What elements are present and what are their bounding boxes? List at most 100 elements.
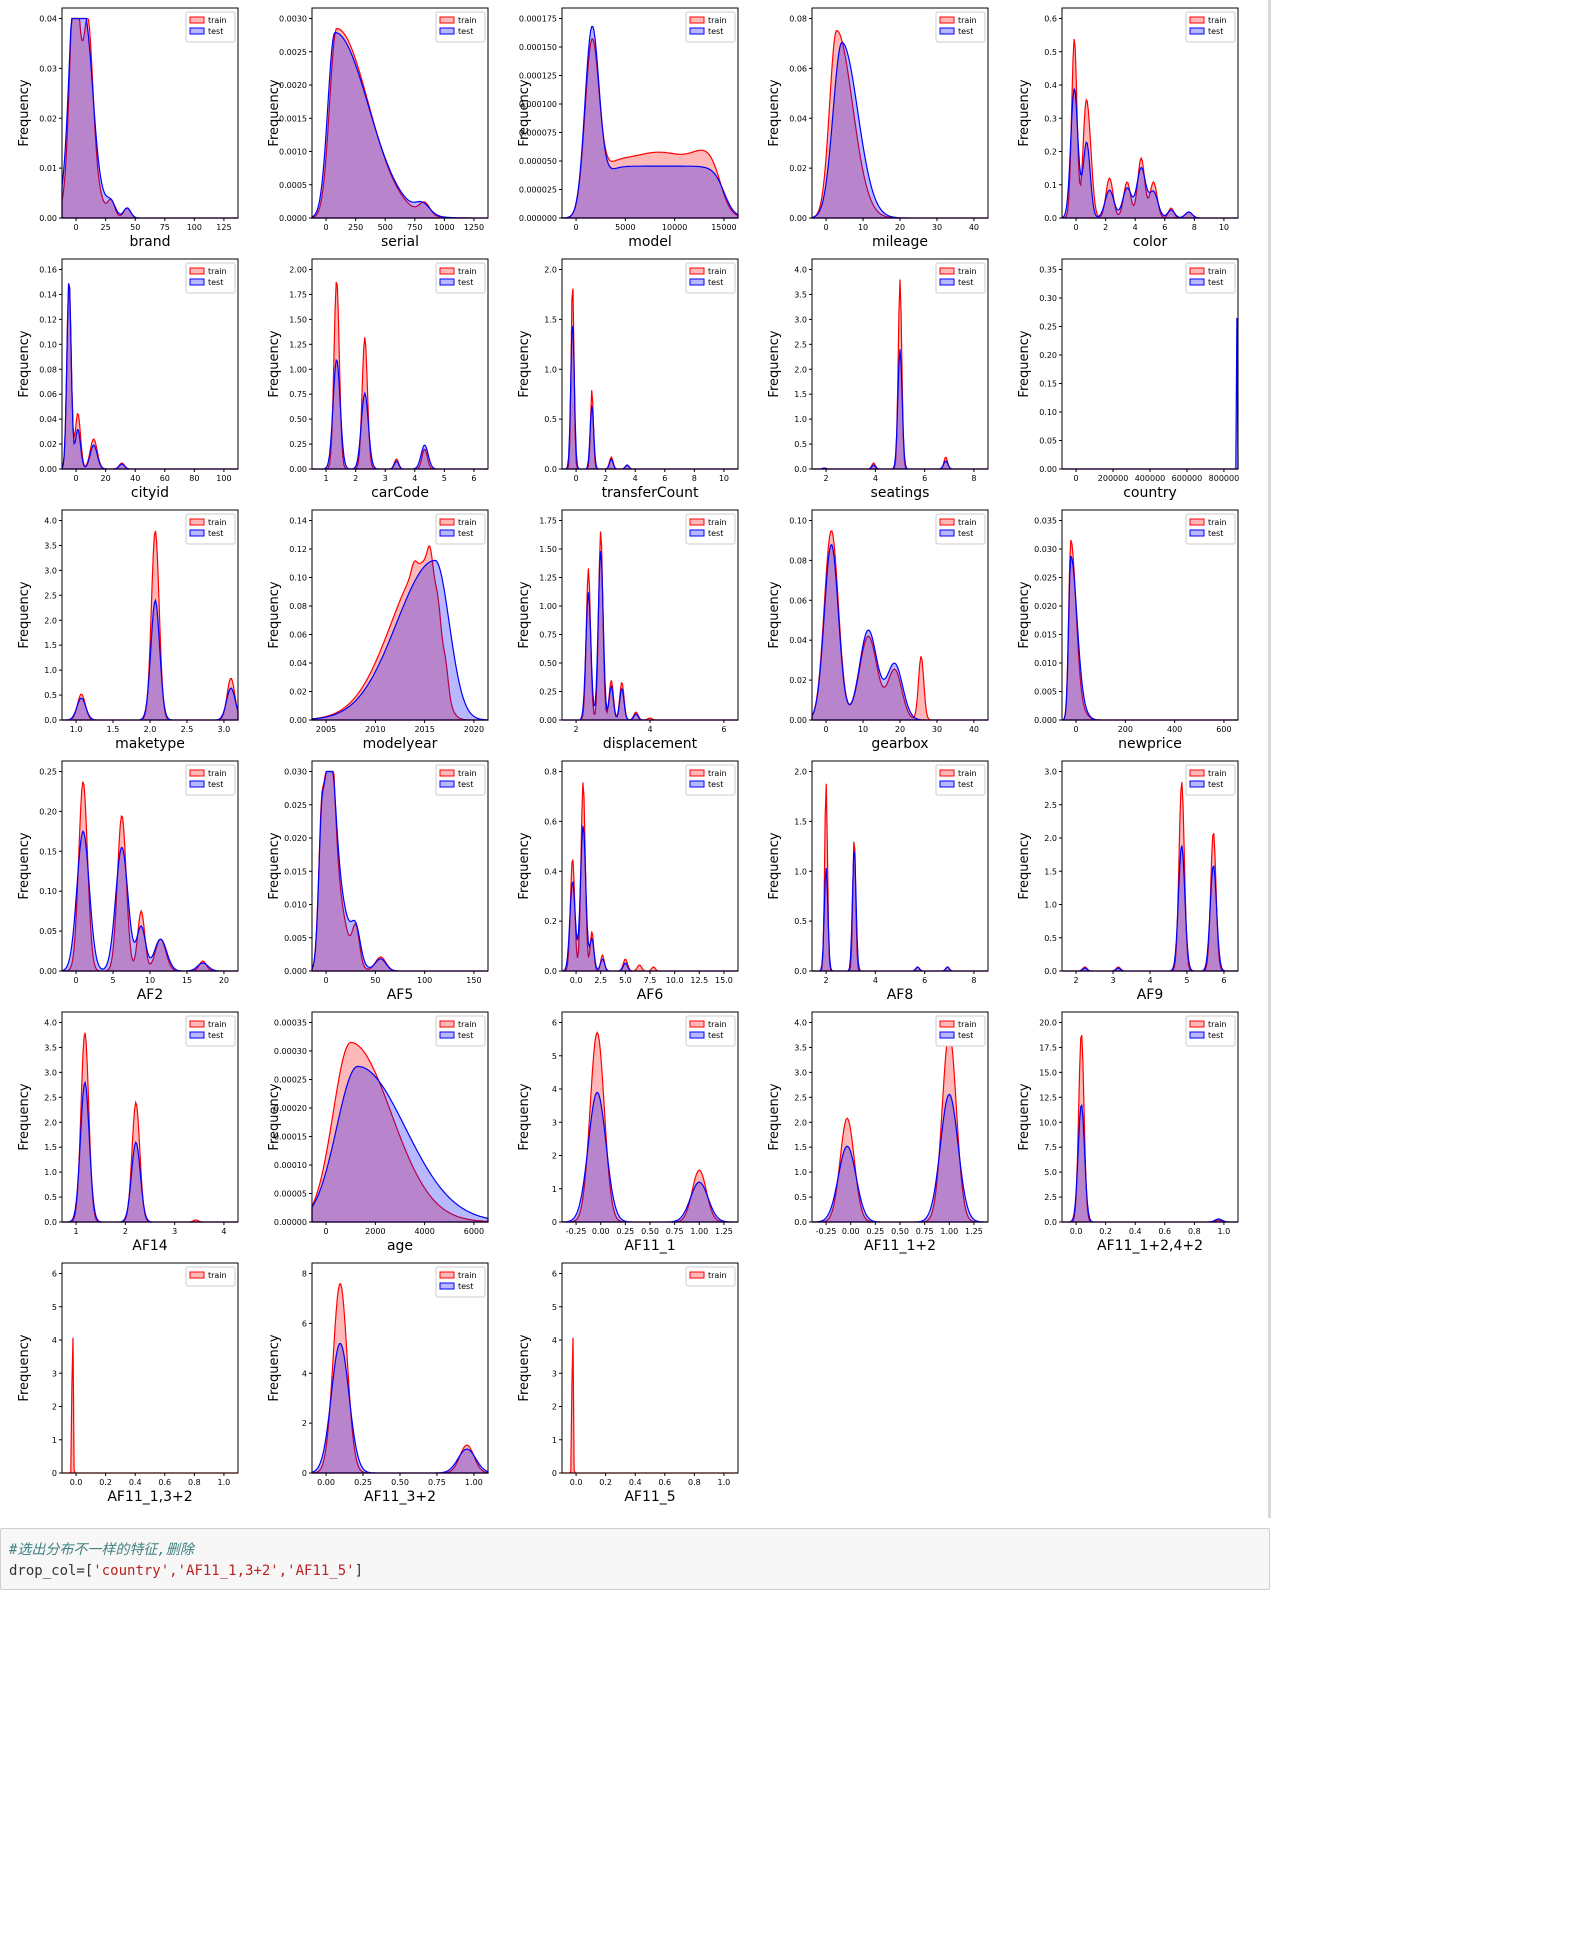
x-tick-label: 200000	[1098, 474, 1129, 483]
legend: train test	[435, 513, 486, 545]
y-axis-label: Frequency	[517, 330, 532, 397]
y-tick-label: 0.0	[794, 465, 807, 474]
y-tick-label: 0.00015	[274, 1133, 307, 1142]
y-tick-label: 0.0	[1044, 214, 1057, 223]
legend-swatch-train	[689, 518, 705, 526]
x-tick-label: 40	[130, 474, 140, 483]
x-axis-label: AF6	[637, 987, 664, 1003]
y-tick-label: 3	[552, 1118, 557, 1127]
x-tick-label: 0.4	[1129, 1227, 1142, 1236]
y-tick-label: 0.6	[1044, 15, 1057, 24]
y-tick-label: 5.0	[1044, 1168, 1057, 1177]
x-tick-label: 100	[417, 976, 432, 985]
x-tick-label: 4	[647, 725, 652, 734]
legend-label-train: train	[708, 518, 727, 527]
y-tick-label: 0.04	[289, 659, 307, 668]
legend-swatch-test	[439, 27, 455, 35]
x-axis-label: mileage	[872, 234, 928, 250]
y-tick-label: 3.0	[1044, 768, 1057, 777]
legend-label-train: train	[1208, 267, 1227, 276]
x-axis-label: modelyear	[363, 736, 438, 752]
y-tick-label: 0.000150	[519, 43, 557, 52]
x-tick-label: 0.6	[158, 1478, 171, 1487]
legend: train test	[435, 1266, 486, 1298]
kde-test-area	[811, 544, 988, 721]
y-tick-label: 1.5	[544, 315, 557, 324]
legend-label-train: train	[458, 518, 477, 527]
kde-test-area	[561, 1091, 738, 1223]
y-tick-label: 17.5	[1039, 1043, 1057, 1052]
axes-frame	[561, 7, 739, 219]
y-tick-label: 0.14	[39, 290, 57, 299]
subplot-af11-1-3-2: 0 1 2 3 4 5 6 0.0 0.2 0.4 0.6 0.8 1.0 AF11_1,3+2 Frequ…	[17, 1262, 239, 1505]
legend-swatch-test	[1189, 27, 1205, 35]
x-axis-label: model	[628, 234, 672, 250]
y-tick-label: 2.5	[794, 1093, 807, 1102]
legend-swatch-train	[939, 769, 955, 777]
legend: train	[685, 1266, 736, 1287]
x-tick-label: 1.25	[965, 1227, 983, 1236]
y-tick-label: 0.25	[1039, 323, 1057, 332]
legend-label-test: test	[458, 1031, 473, 1040]
legend: train test	[185, 11, 236, 43]
y-tick-label: 0.08	[289, 602, 307, 611]
legend-label-train: train	[708, 267, 727, 276]
y-axis-label: Frequency	[17, 79, 32, 146]
y-tick-label: 0.25	[39, 768, 57, 777]
x-tick-label: 0.4	[629, 1478, 642, 1487]
kde-test-area	[1062, 1103, 1238, 1223]
y-axis-label: Frequency	[17, 581, 32, 648]
kde-plot-grid: 0.000.010.020.030.040 25 50 75 100 125brandFr…	[17, 7, 1239, 1505]
y-tick-label: 0.5	[794, 440, 807, 449]
y-tick-label: 0.0015	[279, 114, 307, 123]
legend-swatch-test	[939, 1031, 955, 1039]
kde-train-area	[62, 1337, 238, 1474]
y-tick-label: 4	[302, 1369, 307, 1378]
kde-test-area	[61, 283, 238, 470]
kde-train-area	[1062, 1034, 1238, 1223]
x-tick-label: 15	[182, 976, 192, 985]
output-scrollbar[interactable]	[1268, 0, 1271, 1518]
kde-test-area	[61, 17, 238, 219]
legend: train test	[685, 11, 736, 43]
x-axis-label: brand	[130, 234, 171, 250]
legend-label-train: train	[458, 769, 477, 778]
legend-swatch-test	[439, 529, 455, 537]
legend-swatch-test	[939, 278, 955, 286]
y-tick-label: 0.75	[289, 390, 307, 399]
legend: train test	[685, 513, 736, 545]
x-tick-label: 20	[101, 474, 111, 483]
x-tick-label: 0.75	[428, 1478, 446, 1487]
x-tick-label: 8	[1192, 223, 1197, 232]
subplot-serial: 0.0000 0.0005 0.0010 0.0015 0.0020 0.0025 0.00…	[267, 7, 489, 250]
legend-swatch-train	[939, 16, 955, 24]
legend-swatch-train	[939, 1020, 955, 1028]
y-tick-label: 0.06	[789, 596, 807, 605]
x-tick-label: 1.0	[218, 1478, 231, 1487]
x-tick-label: 75	[160, 223, 170, 232]
x-tick-label: 1000	[434, 223, 454, 232]
x-axis-label: AF8	[887, 987, 914, 1003]
legend: train test	[1185, 11, 1236, 43]
legend-swatch-train	[689, 1271, 705, 1279]
x-tick-label: 0	[324, 1227, 329, 1236]
legend-label-train: train	[1208, 769, 1227, 778]
y-tick-label: 1.5	[44, 1143, 57, 1152]
y-axis-label: Frequency	[767, 79, 782, 146]
y-tick-label: 0	[52, 1469, 57, 1478]
y-axis-label: Frequency	[517, 79, 532, 146]
x-tick-label: 2000	[365, 1227, 385, 1236]
x-tick-label: 50	[130, 223, 140, 232]
legend: train	[185, 1266, 236, 1287]
y-tick-label: 2.0	[794, 768, 807, 777]
x-tick-label: 0.75	[666, 1227, 684, 1236]
y-tick-label: 1.0	[794, 867, 807, 876]
y-tick-label: 0.10	[39, 887, 57, 896]
y-tick-label: 2.0	[44, 616, 57, 625]
code-cell[interactable]: #选出分布不一样的特征,删除 drop_col=['country','AF11…	[0, 1528, 1270, 1590]
kde-test-area	[62, 598, 239, 721]
x-axis-label: AF9	[1137, 987, 1164, 1003]
legend-swatch-train	[189, 1020, 205, 1028]
axes-frame	[311, 760, 489, 972]
y-tick-label: 0.1	[1044, 181, 1057, 190]
